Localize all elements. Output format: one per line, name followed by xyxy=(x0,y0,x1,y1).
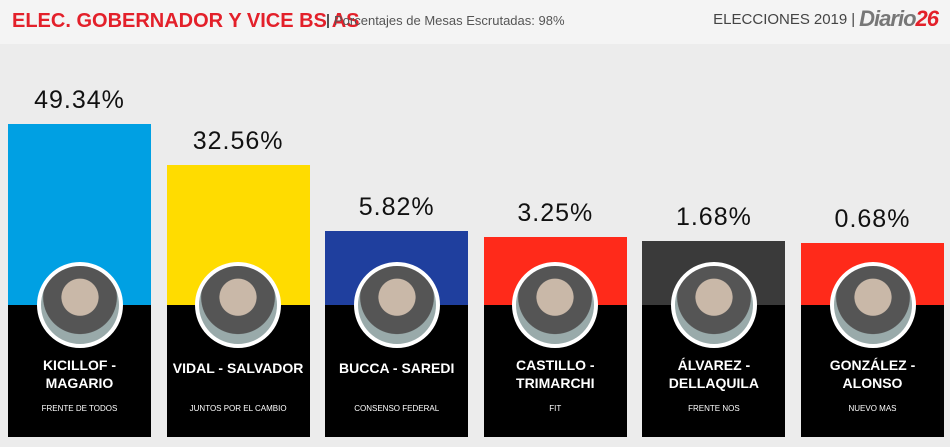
candidate-name: KICILLOF - MAGARIO xyxy=(42,357,117,391)
party-label: FRENTE NOS xyxy=(688,404,740,413)
value-label: 32.56% xyxy=(192,127,284,156)
party-label: NUEVO MAS xyxy=(848,404,897,413)
candidate-photo xyxy=(670,262,757,348)
candidate-photo xyxy=(353,262,440,348)
chart-title: ELEC. GOBERNADOR Y VICE BS AS xyxy=(12,10,360,32)
candidate-photo xyxy=(829,262,916,348)
party-label: FIT xyxy=(549,404,562,413)
header-label: ELECCIONES xyxy=(713,10,810,28)
party-label: JUNTOS POR EL CAMBIO xyxy=(189,404,287,413)
header-year: 2019 xyxy=(813,10,848,28)
candidate-photo xyxy=(512,262,599,348)
candidate-name: CASTILLO - TRIMARCHI xyxy=(516,357,595,391)
logo-text: Diario xyxy=(859,6,916,31)
candidate-name: GONZÁLEZ - ALONSO xyxy=(829,357,916,391)
chart-subtitle: Porcentajes de Mesas Escrutadas: 98% xyxy=(327,14,565,28)
header-right: ELECCIONES 2019 | Diario26 xyxy=(713,6,940,32)
value-label: 1.68% xyxy=(675,202,752,231)
header: ELEC. GOBERNADOR Y VICE BS AS Porcentaje… xyxy=(0,0,950,44)
party-label: FRENTE DE TODOS xyxy=(41,404,118,413)
value-label: 3.25% xyxy=(517,199,594,228)
candidate-name: ÁLVAREZ - DELLAQUILA xyxy=(668,357,759,391)
logo-number: 26 xyxy=(915,6,940,31)
candidate-photo xyxy=(36,262,123,348)
separator: | xyxy=(851,10,856,28)
value-label: 5.82% xyxy=(358,192,435,221)
party-label: CONSENSO FEDERAL xyxy=(354,404,440,413)
value-label: 49.34% xyxy=(34,86,125,115)
candidate-name: BUCCA - SAREDI xyxy=(339,360,455,376)
value-label: 0.68% xyxy=(834,205,911,234)
logo: Diario26 xyxy=(859,6,940,32)
candidate-photo xyxy=(195,262,282,348)
candidate-name: VIDAL - SALVADOR xyxy=(172,360,304,376)
